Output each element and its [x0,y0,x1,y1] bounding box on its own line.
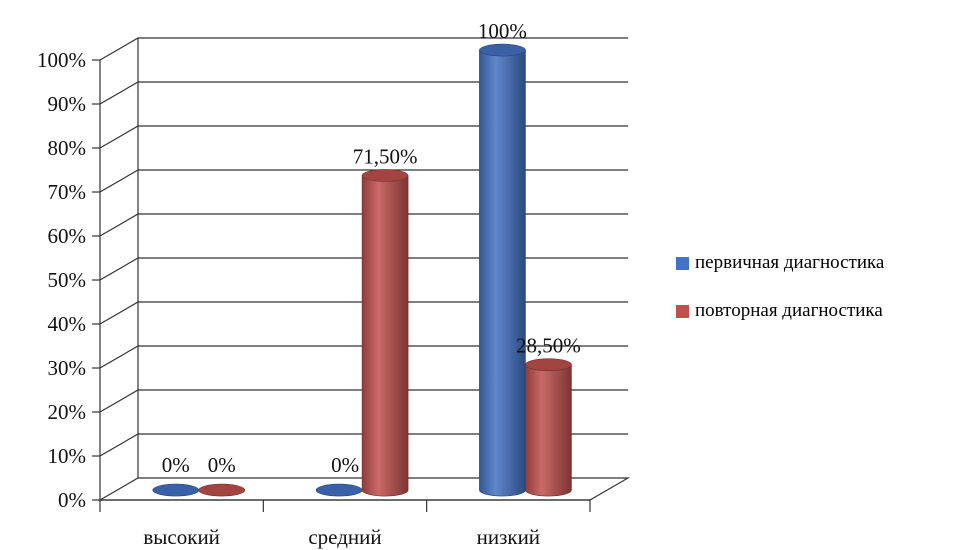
bar [479,43,526,497]
legend-item-primary: первичная диагностика [676,250,884,276]
x-tick-label: низкий [477,525,540,549]
bars [152,43,572,497]
axes: 0% 10% 20% 30% 40% 50% 60% 70% 80% 90% 100% высокий… [37,48,591,549]
y-tick-label: 60% [48,224,87,248]
data-label: 0% [208,453,236,477]
gridline [99,81,628,105]
bar [525,358,572,497]
y-tick-label: 30% [48,356,87,380]
y-tick-label: 100% [37,48,86,72]
data-label: 71,50% [353,145,418,169]
y-tick-label: 0% [58,488,86,512]
legend-swatch-repeat [676,304,689,318]
bar [361,169,409,497]
y-tick-label: 40% [48,312,87,336]
y-tick-label: 10% [48,444,87,468]
data-label: 28,50% [516,334,581,358]
gridline [99,37,628,61]
y-tick-label: 50% [48,268,87,292]
legend-swatch-primary [676,256,689,270]
y-tick-label: 90% [48,92,87,116]
legend-item-repeat: повторная диагностика [676,298,884,324]
data-label: 0% [162,453,190,477]
data-labels: 0% 0% 0% 71,50% 100% 28,50% [162,19,581,477]
legend-label-primary: первичная диагностика [695,252,885,273]
bar [198,483,246,497]
x-tick-label: высокий [143,525,220,549]
bar [315,483,363,497]
x-tick-label: средний [308,525,381,549]
y-tick-label: 70% [48,180,87,204]
legend: первичная диагностика повторная диагност… [676,250,884,346]
data-label: 100% [478,19,527,43]
y-tick-label: 20% [48,400,87,424]
y-tick-label: 80% [48,136,87,160]
legend-label-repeat: повторная диагностика [695,300,883,321]
data-label: 0% [331,453,359,477]
bar [152,483,200,497]
